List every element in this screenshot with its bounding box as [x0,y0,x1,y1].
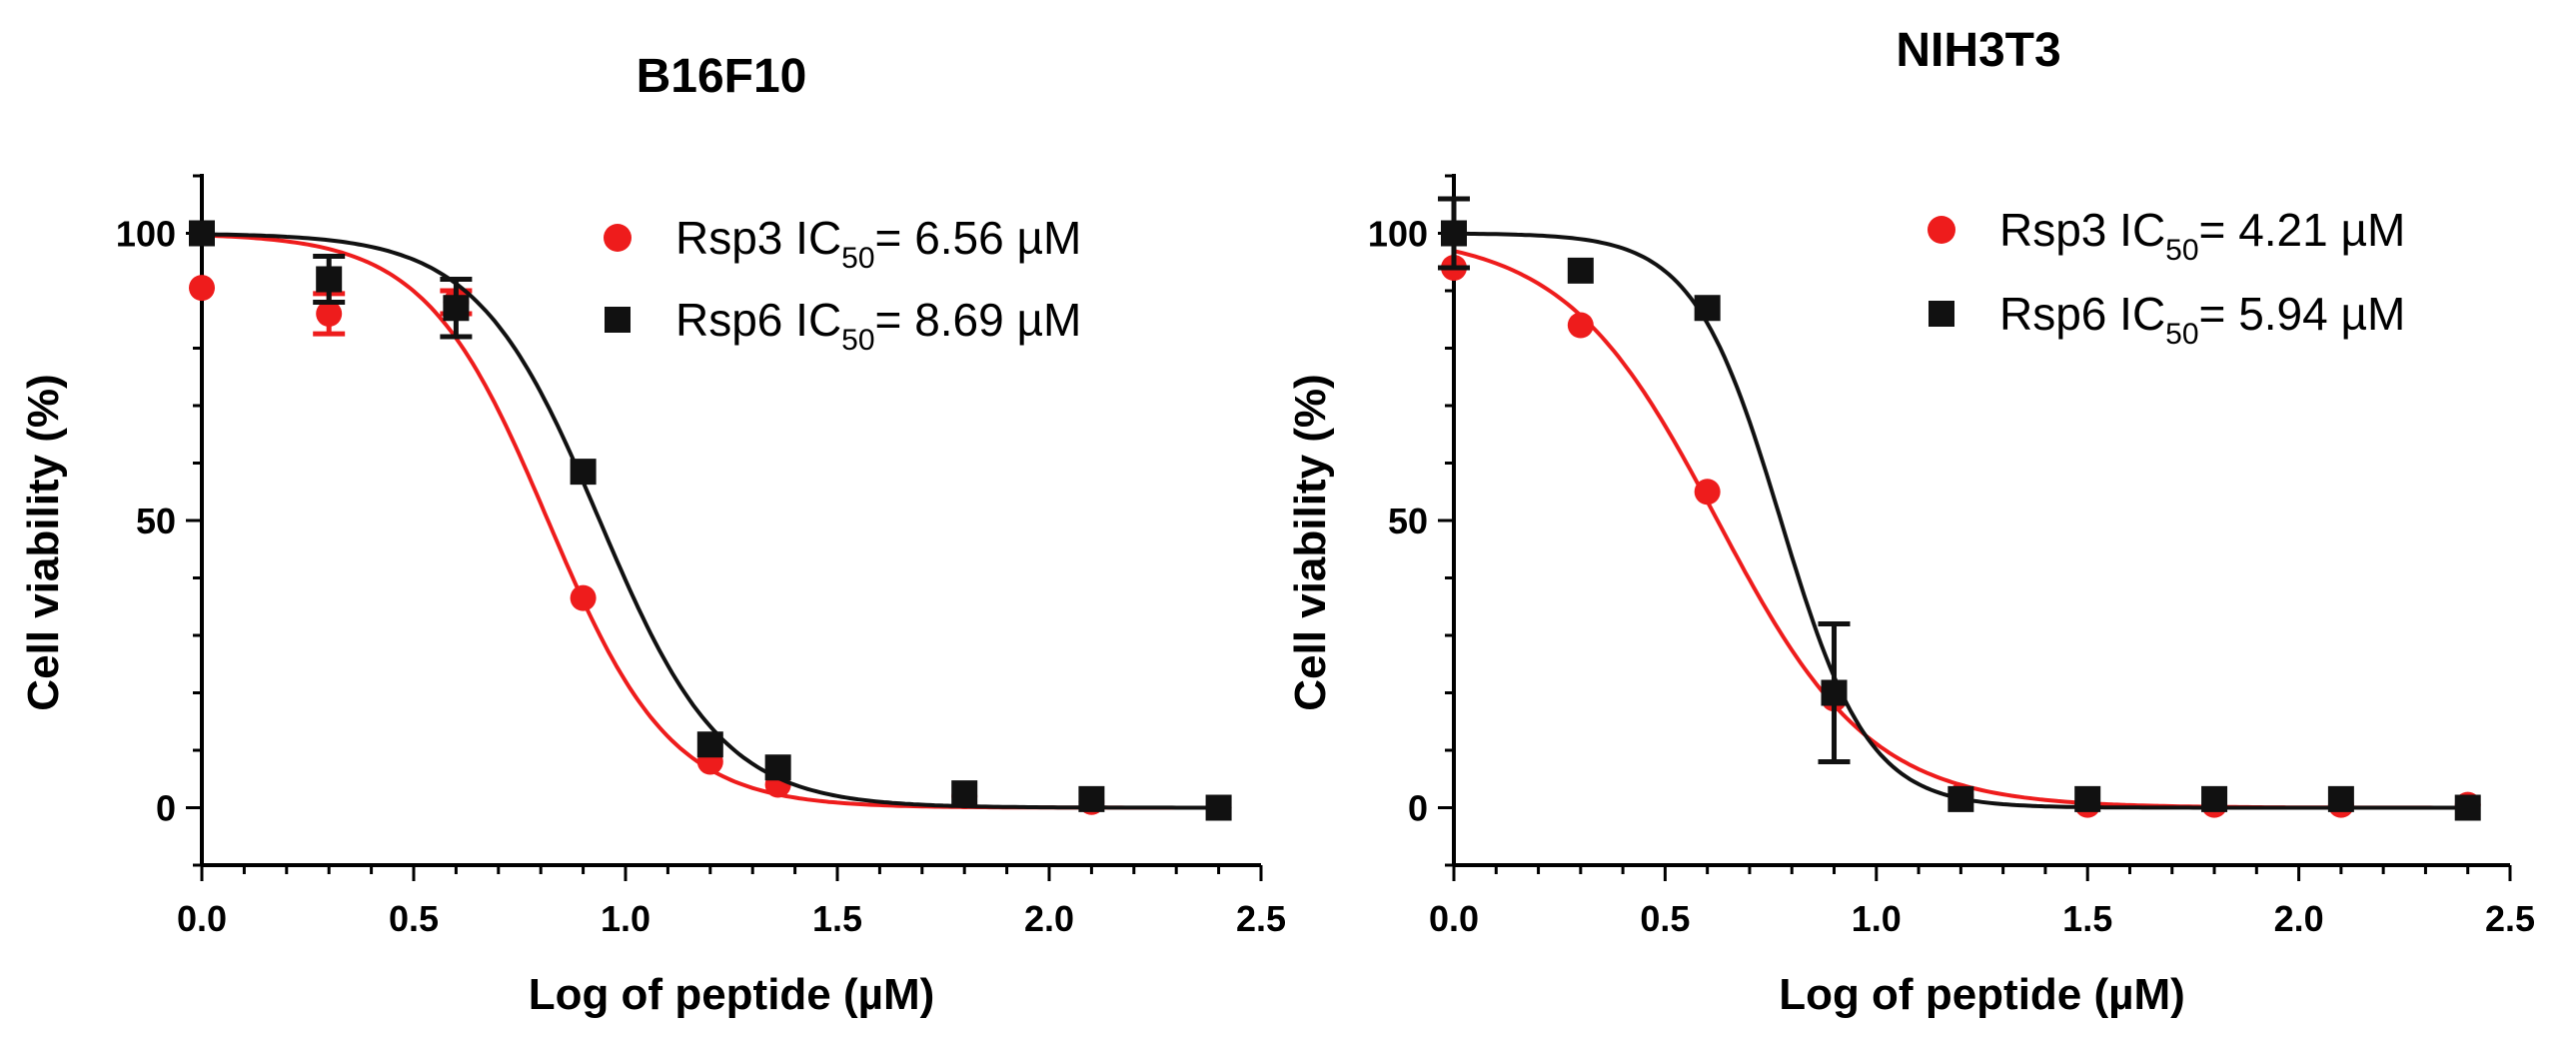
y-tick-label: 50 [136,501,176,541]
fit-curve-rsp6 [202,232,1219,810]
x-axis-label: Log of peptide (µM) [1779,970,2185,1019]
legend-subscript: 50 [841,242,874,275]
legend-prefix: Rsp6 IC [1999,288,2165,340]
y-tick-label: 0 [1408,788,1428,829]
x-tick-label: 2.5 [2485,898,2535,939]
data-point-rsp6 [1078,785,1105,812]
y-tick-label: 100 [116,214,176,255]
legend-subscript: 50 [2165,234,2198,267]
data-point-rsp6 [1441,220,1467,247]
legend-suffix: = 5.94 µM [2199,288,2406,340]
x-tick-label: 0.5 [1640,898,1690,939]
data-point-rsp6 [1567,257,1594,284]
data-point-rsp6 [951,780,978,807]
legend-label-rsp3: Rsp3 IC50= 6.56 µM [675,212,1081,275]
x-tick-label: 2.5 [1236,898,1286,939]
x-tick-label: 0.0 [1429,898,1479,939]
x-axis-label: Log of peptide (µM) [529,970,935,1019]
series-rsp6 [1438,196,2481,821]
data-point-rsp6 [764,754,791,781]
data-point-rsp6 [1694,295,1721,322]
data-point-rsp6 [316,266,343,293]
chart-title: NIH3T3 [1896,24,2060,77]
chart-title: B16F10 [637,50,807,103]
data-point-rsp3 [189,275,215,302]
data-point-rsp3 [316,301,343,327]
legend-item-rsp6: Rsp6 IC50= 8.69 µM [605,294,1081,357]
legend-suffix: = 8.69 µM [875,294,1082,346]
data-point-rsp3 [1567,312,1594,339]
data-point-rsp6 [2454,794,2481,821]
y-axis-label: Cell viability (%) [1286,374,1335,710]
legend-prefix: Rsp3 IC [675,212,841,264]
y-tick-label: 100 [1368,214,1428,255]
legend-subscript: 50 [841,324,874,357]
legend-item-rsp3: Rsp3 IC50= 4.21 µM [1928,204,2405,267]
legend-marker-rsp6 [605,307,631,333]
legend-marker-rsp3 [1928,216,1955,244]
data-point-rsp6 [2074,785,2101,812]
data-point-rsp6 [570,459,597,486]
y-tick-label: 50 [1388,501,1428,541]
legend-marker-rsp6 [1929,301,1954,327]
x-tick-label: 2.0 [1024,898,1074,939]
x-tick-label: 0.5 [389,898,439,939]
legend-item-rsp3: Rsp3 IC50= 6.56 µM [604,212,1081,275]
data-point-rsp6 [2201,785,2228,812]
data-point-rsp6 [189,220,215,247]
x-tick-label: 0.0 [177,898,227,939]
x-tick-label: 1.0 [601,898,650,939]
legend-subscript: 50 [2165,318,2198,351]
chart-panel-2: NIH3T3 0 50 100 0.0 0.5 1.0 1.5 2.0 2.5 Log of pep… [1286,24,2535,1019]
x-tick-label: 1.5 [2062,898,2112,939]
data-point-rsp3 [570,584,597,611]
legend-label-rsp6: Rsp6 IC50= 5.94 µM [1999,288,2405,351]
legend-prefix: Rsp3 IC [1999,204,2165,256]
series-rsp6 [189,220,1232,821]
legend-suffix: = 6.56 µM [875,212,1082,264]
legend-item-rsp6: Rsp6 IC50= 5.94 µM [1929,288,2405,351]
data-point-rsp3 [1694,479,1721,506]
legend-prefix: Rsp6 IC [675,294,841,346]
chart-panel-1: B16F10 0 50 100 0.0 0.5 1.0 1.5 2.0 2.5 Log of pep… [19,50,1286,1019]
y-axis-label: Cell viability (%) [19,374,68,710]
y-tick-label: 0 [156,788,176,829]
x-tick-label: 2.0 [2274,898,2324,939]
data-point-rsp6 [1821,679,1848,706]
x-tick-label: 1.0 [1852,898,1902,939]
data-point-rsp6 [1205,794,1232,821]
data-point-rsp6 [696,731,723,758]
legend-label-rsp6: Rsp6 IC50= 8.69 µM [675,294,1081,357]
x-tick-label: 1.5 [812,898,862,939]
data-point-rsp6 [443,295,470,322]
data-point-rsp6 [1947,785,1974,812]
data-point-rsp6 [2327,785,2354,812]
legend-label-rsp3: Rsp3 IC50= 4.21 µM [1999,204,2405,267]
legend-suffix: = 4.21 µM [2199,204,2406,256]
legend-marker-rsp3 [604,224,632,252]
